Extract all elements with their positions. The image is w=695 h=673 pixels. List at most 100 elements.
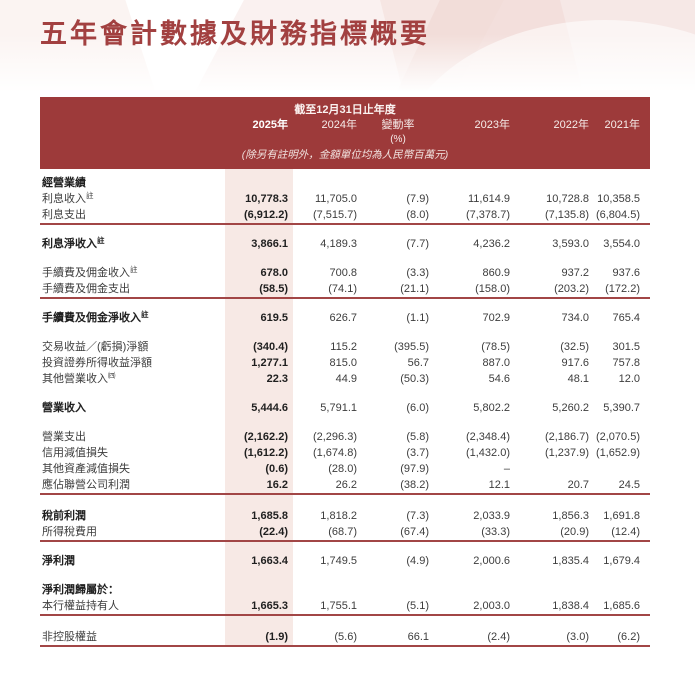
- row-spacer: [40, 542, 650, 553]
- cell-2025: 10,778.3: [245, 193, 288, 205]
- cell-change: (3.7): [406, 447, 429, 459]
- table-row: 所得稅費用 (22.4) (68.7) (67.4) (33.3) (20.9) (12.4…: [40, 524, 650, 540]
- cell-2024: 815.0: [329, 357, 357, 369]
- cell-2021: (1,652.9): [595, 447, 640, 459]
- cell-2024: (74.1): [328, 283, 357, 295]
- cell-change: (5.1): [406, 600, 429, 612]
- cell-2023: (7,378.7): [465, 209, 510, 221]
- section-header-row: 淨利潤歸屬於：: [40, 582, 650, 598]
- row-label: 經營業績: [42, 177, 86, 189]
- cell-change: 56.7: [407, 357, 429, 369]
- cell-change: (4.9): [406, 555, 429, 567]
- percent-row: (%): [40, 133, 650, 146]
- table-body: 經營業績 利息收入註 10,778.3 11,705.0 (7.9) 11,614.9 10…: [40, 169, 650, 647]
- cell-2023: 11,614.9: [467, 193, 510, 205]
- row-spacer: [40, 252, 650, 265]
- separator-line: [40, 493, 650, 495]
- cell-2024: (7,515.7): [312, 209, 357, 221]
- cell-2023: 702.9: [482, 312, 510, 324]
- cell-2024: (2,296.3): [312, 431, 357, 443]
- cell-change: (7.9): [406, 193, 429, 205]
- cell-change: (67.4): [400, 526, 429, 538]
- cell-2023: 54.6: [488, 373, 510, 385]
- table-header: 截至12月31日止年度 2025年 2024年 變動率 2023年 2022年 …: [40, 97, 650, 169]
- row-spacer: [40, 616, 650, 629]
- row-label: 淨利潤: [42, 555, 75, 567]
- cell-2025: 1,685.8: [251, 510, 288, 522]
- cell-2025: (58.5): [259, 283, 288, 295]
- table-row: 其他營業收入㈣ 22.3 44.9 (50.3) 54.6 48.1 12.0: [40, 371, 650, 387]
- row-spacer: [40, 326, 650, 339]
- highlight-column-2025: [225, 169, 293, 647]
- cell-2021: 937.6: [612, 267, 640, 279]
- row-label: 利息收入註: [42, 191, 94, 205]
- five-year-summary-table: 截至12月31日止年度 2025年 2024年 變動率 2023年 2022年 …: [40, 97, 650, 647]
- row-spacer: [40, 387, 650, 400]
- cell-2023: 12.1: [488, 479, 510, 491]
- footnote-marker: 註: [130, 265, 138, 274]
- table-row: 手續費及佣金淨收入註 619.5 626.7 (1.1) 702.9 734.0 765.4: [40, 310, 650, 326]
- cell-2021: 301.5: [612, 341, 640, 353]
- cell-2025: (340.4): [253, 341, 288, 353]
- table-row: 利息淨收入註 3,866.1 4,189.3 (7.7) 4,236.2 3,593.0 3…: [40, 236, 650, 252]
- cell-change: (1.1): [406, 312, 429, 324]
- cell-2021: 757.8: [612, 357, 640, 369]
- cell-2022: 1,856.3: [552, 510, 589, 522]
- cell-2024: 1,755.1: [320, 600, 357, 612]
- row-spacer: [40, 225, 650, 236]
- page-title: 五年會計數據及財務指標概要: [40, 19, 430, 49]
- table-row: 營業收入 5,444.6 5,791.1 (6.0) 5,802.2 5,260.2 5,3…: [40, 400, 650, 416]
- cell-change: (50.3): [400, 373, 429, 385]
- table-row: 利息支出 (6,912.2) (7,515.7) (8.0) (7,378.7) (7,1…: [40, 207, 650, 223]
- separator-line: [40, 540, 650, 542]
- currency-unit-note: (除另有註明外，金額單位均為人民幣百萬元): [241, 149, 449, 161]
- table-row: 應佔聯營公司利潤 16.2 26.2 (38.2) 12.1 20.7 24.5: [40, 477, 650, 493]
- cell-2025: (1.9): [265, 631, 288, 643]
- column-header-2021: 2021年: [604, 119, 640, 131]
- cell-2024: 1,749.5: [320, 555, 357, 567]
- row-label: 利息支出: [42, 209, 86, 221]
- cell-2024: (5.6): [334, 631, 357, 643]
- cell-2024: (28.0): [328, 463, 357, 475]
- cell-2024: 44.9: [335, 373, 357, 385]
- footnote-marker: ㈣: [108, 371, 116, 380]
- cell-2021: (2,070.5): [595, 431, 640, 443]
- separator-line: [40, 614, 650, 616]
- row-label: 信用減值損失: [42, 447, 108, 459]
- table-row: 信用減值損失 (1,612.2) (1,674.8) (3.7) (1,432.0) (1…: [40, 445, 650, 461]
- row-label: 稅前利潤: [42, 510, 86, 522]
- footnote-marker: 註: [97, 236, 105, 245]
- cell-change: (8.0): [406, 209, 429, 221]
- cell-2021: 10,358.5: [597, 193, 640, 205]
- row-label: 手續費及佣金收入註: [42, 265, 138, 279]
- cell-2025: 3,866.1: [251, 238, 288, 250]
- cell-2023: 2,003.0: [473, 600, 510, 612]
- cell-2025: 1,277.1: [251, 357, 288, 369]
- cell-2022: 10,728.8: [546, 193, 589, 205]
- section-header-row: 經營業績: [40, 175, 650, 191]
- row-spacer: [40, 416, 650, 429]
- separator-line: [40, 645, 650, 647]
- footnote-marker: 註: [86, 191, 94, 200]
- separator-line: [40, 223, 650, 225]
- cell-2024: 5,791.1: [320, 402, 357, 414]
- row-label: 手續費及佣金支出: [42, 283, 130, 295]
- cell-2022: 48.1: [567, 373, 589, 385]
- row-label: 投資證券所得收益淨額: [42, 357, 152, 369]
- cell-2022: (7,135.8): [544, 209, 589, 221]
- cell-change: (7.3): [406, 510, 429, 522]
- row-label: 所得稅費用: [42, 526, 97, 538]
- cell-change: (6.0): [406, 402, 429, 414]
- table-row: 營業支出 (2,162.2) (2,296.3) (5.8) (2,348.4) (2,1…: [40, 429, 650, 445]
- table-row: 利息收入註 10,778.3 11,705.0 (7.9) 11,614.9 10,728…: [40, 191, 650, 207]
- column-header-2025: 2025年: [252, 119, 288, 131]
- year-columns-row: 2025年 2024年 變動率 2023年 2022年 2021年: [40, 118, 650, 133]
- cell-2021: 3,554.0: [603, 238, 640, 250]
- percent-unit-label: (%): [390, 134, 406, 145]
- table-row: 手續費及佣金收入註 678.0 700.8 (3.3) 860.9 937.2 937.6: [40, 265, 650, 281]
- row-label: 利息淨收入註: [42, 236, 105, 250]
- row-label: 交易收益／(虧損)淨額: [42, 341, 149, 353]
- banner-fade: [0, 34, 695, 100]
- cell-2025: 22.3: [266, 373, 288, 385]
- row-label: 非控股權益: [42, 631, 97, 643]
